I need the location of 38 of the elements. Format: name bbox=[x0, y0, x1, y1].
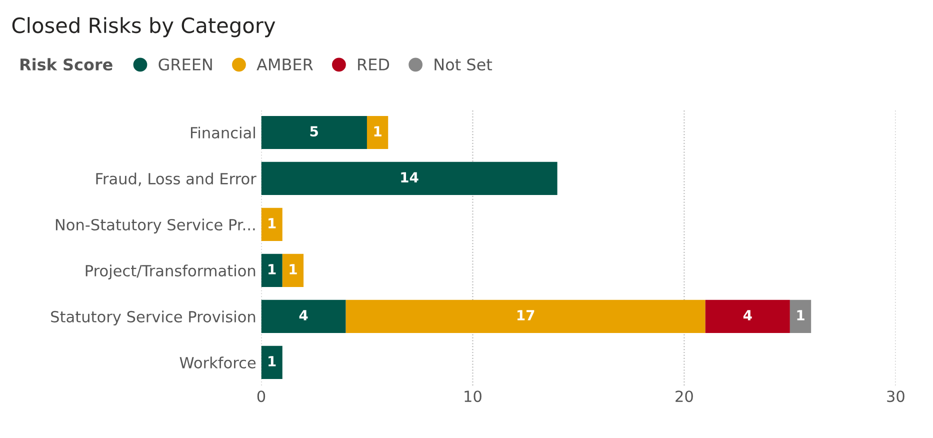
legend-label: GREEN bbox=[158, 58, 212, 71]
data-label: 14 bbox=[401, 172, 418, 182]
bar bbox=[261, 300, 346, 334]
data-label: 4 bbox=[743, 310, 752, 320]
data-label: 1 bbox=[268, 356, 276, 366]
data-label: 1 bbox=[268, 218, 276, 228]
bar bbox=[261, 254, 282, 288]
bar bbox=[366, 116, 388, 150]
y-tick-label: Project/Transformation bbox=[86, 264, 256, 280]
data-label: 1 bbox=[290, 264, 297, 274]
y-tick-label: Workforce bbox=[180, 356, 256, 368]
data-label: 1 bbox=[797, 310, 804, 320]
data-label: 1 bbox=[374, 126, 382, 136]
y-tick-label: Financial bbox=[190, 126, 255, 139]
bar bbox=[346, 300, 706, 334]
data-label: 1 bbox=[268, 264, 276, 274]
x-tick-label: 30 bbox=[887, 390, 904, 402]
bar bbox=[261, 162, 558, 196]
data-label: 17 bbox=[517, 310, 534, 320]
chart-title: Closed Risks by Category bbox=[12, 17, 276, 38]
bar bbox=[282, 254, 304, 288]
x-tick-label: 0 bbox=[257, 390, 266, 402]
x-tick-label: 20 bbox=[676, 390, 693, 402]
y-tick-label: Fraud, Loss and Error bbox=[96, 172, 256, 186]
y-tick-label: Statutory Service Provision bbox=[51, 310, 256, 326]
legend-label: RED bbox=[358, 58, 390, 70]
data-label: 4 bbox=[299, 310, 308, 320]
bar bbox=[261, 208, 282, 242]
legend-label: AMBER bbox=[256, 58, 313, 70]
x-tick-label: 10 bbox=[464, 390, 482, 402]
bar bbox=[261, 116, 367, 150]
bar bbox=[261, 346, 282, 379]
legend-label: Not Set bbox=[434, 58, 492, 71]
bar bbox=[705, 300, 790, 334]
y-tick-label: Non-Statutory Service Pr... bbox=[56, 218, 255, 234]
bar bbox=[790, 300, 812, 334]
data-label: 5 bbox=[310, 126, 318, 137]
legend-title: Risk Score bbox=[20, 58, 112, 71]
